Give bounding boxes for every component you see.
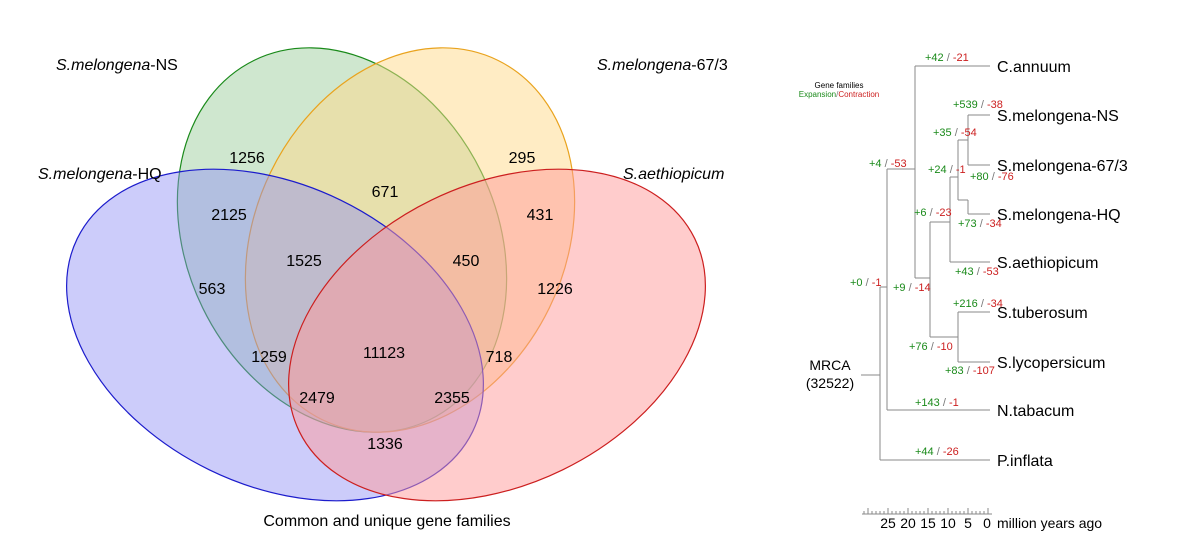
axis-tick-25: 25 — [880, 515, 896, 531]
event-ns-673-clade: +35 / -54 — [933, 127, 977, 139]
leaf-c-annuum: C.annuum — [997, 59, 1071, 76]
legend-title: Gene families — [815, 81, 864, 90]
leaf-s-lycopersicum: S.lycopersicum — [997, 355, 1105, 372]
event-s-melongena-hq: +73 / -34 — [958, 218, 1002, 230]
root-count: (32522) — [806, 375, 854, 391]
legend-entries: Expansion/Contraction — [799, 90, 880, 99]
event-s-lycopersicum: +83 / -107 — [945, 365, 995, 377]
venn-label-hq: S.melongena-HQ — [38, 166, 162, 183]
event-melongena-clade: +24 / -1 — [928, 164, 966, 176]
leaf-s-aethiopicum: S.aethiopicum — [997, 255, 1098, 272]
leaf-n-tabacum: N.tabacum — [997, 403, 1074, 420]
axis-tick-5: 5 — [964, 515, 972, 531]
phylogenetic-tree: Gene families Expansion/Contraction — [799, 52, 1128, 531]
axis-tick-15: 15 — [920, 515, 936, 531]
leaf-s-melongena-ns: S.melongena-NS — [997, 108, 1119, 125]
event-s-aethiopicum: +43 / -53 — [955, 266, 999, 278]
root-name: MRCA — [809, 357, 851, 373]
axis-tick-0: 0 — [983, 515, 991, 531]
axis-tick-20: 20 — [900, 515, 916, 531]
venn-label-ae: S.aethiopicum — [623, 166, 724, 183]
venn-count-ns-ae: 718 — [486, 349, 513, 366]
event-s-melongena-673: +80 / -76 — [970, 171, 1014, 183]
event-c-annuum: +42 / -21 — [925, 52, 969, 64]
venn-count-ns-673: 671 — [372, 184, 399, 201]
axis-tick-10: 10 — [940, 515, 956, 531]
event-p-inflata: +44 / -26 — [915, 446, 959, 458]
event-s-tuberosum: +216 / -34 — [953, 298, 1003, 310]
tree-branches — [861, 65, 990, 461]
venn-count-ns-673-hq: 1525 — [286, 253, 322, 270]
venn-count-ns-hq-ae: 2355 — [434, 390, 470, 407]
venn-count-ns-673-ae: 450 — [453, 253, 480, 270]
venn-count-ns-only: 1256 — [229, 150, 265, 167]
axis-unit-label: million years ago — [997, 515, 1102, 531]
venn-label-ns: S.melongena-NS — [56, 57, 178, 74]
time-axis: 25 20 15 10 5 0 million years ago — [862, 508, 1102, 531]
event-n-tabacum: +143 / -1 — [915, 397, 959, 409]
venn-set-ae-ellipse — [288, 168, 706, 502]
venn-count-all: 11123 — [363, 345, 405, 362]
venn-count-673-hq: 1259 — [251, 349, 287, 366]
venn-count-hq-only: 563 — [199, 281, 226, 298]
leaf-p-inflata: P.inflata — [997, 453, 1053, 470]
event-solanum-plus-capsicum: +4 / -53 — [869, 158, 907, 170]
venn-count-673-ae: 431 — [527, 207, 554, 224]
venn-label-673: S.melongena-67/3 — [597, 57, 728, 74]
event-solanum-clade: +9 / -14 — [893, 282, 931, 294]
event-potato-tomato-clade: +76 / -10 — [909, 341, 953, 353]
leaf-s-melongena-673: S.melongena-67/3 — [997, 158, 1128, 175]
venn-count-ns-hq: 2125 — [211, 207, 247, 224]
venn-count-673-only: 295 — [509, 150, 536, 167]
leaf-s-tuberosum: S.tuberosum — [997, 305, 1088, 322]
venn-caption: Common and unique gene families — [263, 513, 510, 530]
event-s-melongena-ns: +539 / -38 — [953, 99, 1003, 111]
venn-count-ae-only: 1226 — [537, 281, 573, 298]
event-eggplant-clade: +6 / -23 — [914, 207, 952, 219]
event-root: +0 / -1 — [850, 277, 882, 289]
venn-count-673-hq-ae: 2479 — [299, 390, 335, 407]
leaf-s-melongena-hq: S.melongena-HQ — [997, 207, 1121, 224]
venn-count-hq-ae: 1336 — [367, 436, 403, 453]
venn-diagram: S.melongena-NS S.melongena-67/3 S.melong… — [38, 47, 728, 530]
